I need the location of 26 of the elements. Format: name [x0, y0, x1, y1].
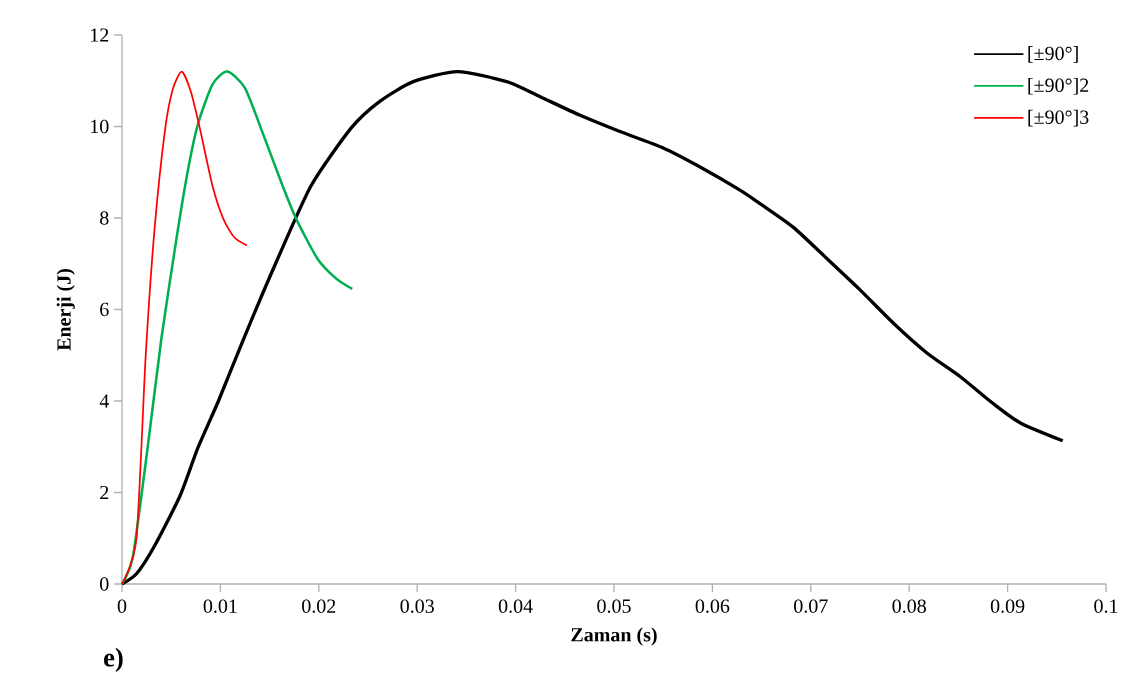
y-tick-label: 12 — [91, 28, 109, 42]
x-tick-label: 0.05 — [597, 599, 631, 613]
legend-label: [±90°]2 — [1028, 77, 1089, 95]
legend-label: [±90°]3 — [1028, 109, 1089, 127]
y-tick-label: 2 — [100, 485, 109, 500]
x-axis-title: Zaman (s) — [571, 627, 657, 646]
x-tick-label: 0.01 — [203, 599, 237, 613]
x-tick-label: 0.1 — [1094, 599, 1118, 613]
x-tick-label: 0.06 — [695, 599, 730, 613]
y-axis-title: Enerji (J) — [56, 269, 75, 351]
y-tick-label: 8 — [100, 211, 109, 225]
legend-label: [±90°] — [1028, 46, 1078, 63]
x-tick-label: 0.03 — [400, 599, 434, 613]
x-tick-label: 0.02 — [302, 599, 336, 613]
y-tick-label: 6 — [100, 302, 109, 317]
line-series — [120, 70, 354, 586]
line-series — [121, 70, 248, 585]
x-tick-label: 0 — [117, 599, 127, 613]
x-tick-label: 0.04 — [498, 599, 533, 613]
x-tick-label: 0.08 — [892, 599, 926, 613]
y-tick-label: 10 — [91, 119, 109, 134]
x-tick-label: 0.09 — [990, 599, 1025, 613]
y-tick-label: 0 — [100, 577, 109, 591]
x-tick-label: 0.07 — [794, 599, 828, 613]
y-tick-label: 4 — [99, 394, 109, 408]
text: e) — [104, 647, 123, 673]
